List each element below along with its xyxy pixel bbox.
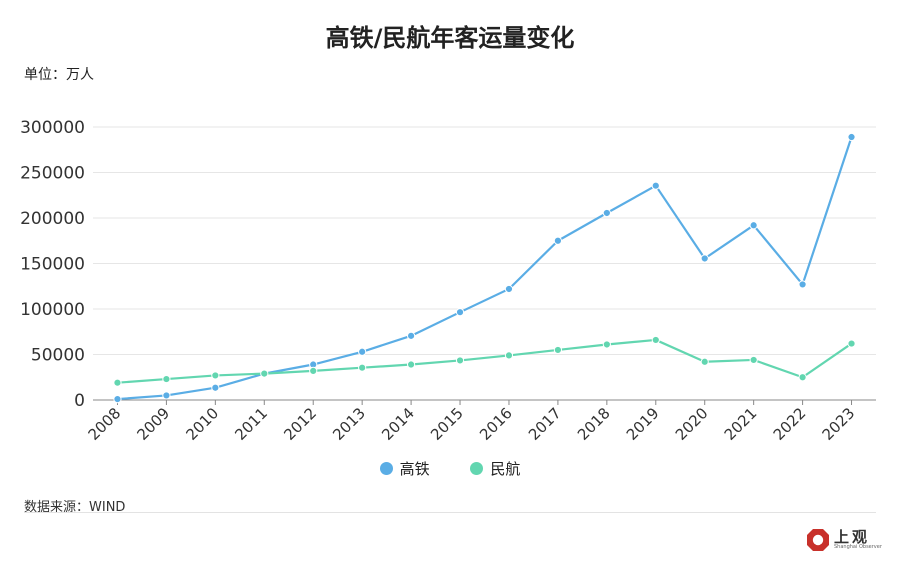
- data-point-aviation: [847, 339, 856, 348]
- chart-title: 高铁/民航年客运量变化: [325, 24, 575, 52]
- data-point-hsr: [798, 280, 807, 289]
- x-tick-label: 2014: [378, 404, 418, 444]
- legend-item-hsr[interactable]: 高铁: [379, 458, 430, 479]
- brand-logo: 上观 Shanghai Observer: [806, 527, 882, 553]
- data-point-hsr: [358, 347, 367, 356]
- data-point-hsr: [162, 391, 171, 400]
- series-line-aviation: [117, 338, 853, 384]
- x-tick-label: 2011: [231, 404, 271, 444]
- x-tick-label: 2018: [574, 404, 614, 444]
- data-point-aviation: [406, 360, 416, 369]
- legend-label-aviation: 民航: [490, 460, 521, 478]
- data-point-aviation: [309, 366, 318, 375]
- data-point-hsr: [406, 331, 416, 340]
- y-tick-label: 50000: [31, 346, 85, 366]
- data-point-aviation: [700, 357, 709, 366]
- data-point-aviation: [749, 355, 758, 365]
- logo-subtext: Shanghai Observer: [834, 544, 882, 550]
- data-point-hsr: [553, 236, 563, 245]
- data-point-hsr: [504, 284, 514, 294]
- series-line-hsr: [117, 136, 853, 401]
- x-tick-label: 2009: [134, 404, 174, 444]
- line-chart: 0 50000 100000 150000 200000 250000 300000 2008…: [20, 118, 876, 444]
- data-point-hsr: [749, 221, 758, 230]
- y-tick-label: 300000: [20, 118, 85, 138]
- data-point-aviation: [504, 351, 514, 360]
- data-point-aviation: [113, 378, 122, 387]
- data-point-aviation: [602, 340, 611, 349]
- data-point-aviation: [211, 371, 220, 380]
- x-tick-label: 2019: [623, 404, 663, 444]
- legend-item-aviation[interactable]: 民航: [470, 458, 520, 479]
- data-point-hsr: [602, 208, 611, 218]
- x-tick-label: 2022: [770, 404, 810, 444]
- data-point-aviation: [260, 369, 269, 378]
- data-point-aviation: [553, 345, 563, 355]
- data-point-aviation: [358, 363, 367, 372]
- legend-dot-hsr: [379, 462, 393, 475]
- y-tick-label: 200000: [20, 209, 85, 229]
- y-tick-label: 150000: [20, 255, 85, 275]
- x-tick-label: 2012: [280, 404, 320, 444]
- y-tick-label: 100000: [20, 300, 85, 320]
- x-tick-label: 2010: [182, 404, 222, 444]
- data-point-aviation: [455, 356, 465, 365]
- data-source: 数据来源：WIND: [24, 500, 126, 515]
- legend-label-hsr: 高铁: [399, 460, 430, 478]
- x-tick-label: 2015: [427, 404, 467, 444]
- x-tick-label: 2020: [672, 404, 712, 444]
- logo-mark-icon: [807, 529, 829, 551]
- x-tick-label: 2013: [329, 404, 369, 444]
- logo-text: 上观: [834, 528, 871, 546]
- y-tick-label: 250000: [20, 164, 85, 184]
- x-tick-label: 2017: [525, 404, 565, 444]
- data-point-hsr: [211, 383, 220, 392]
- legend: 高铁 民航: [0, 458, 900, 479]
- data-point-aviation: [651, 335, 660, 345]
- y-tick-label: 0: [74, 391, 85, 411]
- data-point-aviation: [162, 374, 171, 384]
- data-point-hsr: [651, 181, 660, 190]
- data-point-hsr: [700, 254, 709, 263]
- unit-label: 单位：万人: [24, 67, 94, 83]
- legend-dot-aviation: [470, 462, 484, 475]
- footer-divider: [24, 512, 876, 513]
- x-tick-label: 2021: [721, 404, 761, 444]
- x-tick-label: 2016: [476, 404, 516, 444]
- data-point-hsr: [113, 394, 122, 404]
- data-point-aviation: [798, 373, 807, 382]
- data-point-hsr: [455, 308, 465, 317]
- data-point-hsr: [847, 132, 856, 142]
- x-tick-label: 2023: [819, 404, 859, 444]
- x-tick-label: 2008: [85, 404, 125, 444]
